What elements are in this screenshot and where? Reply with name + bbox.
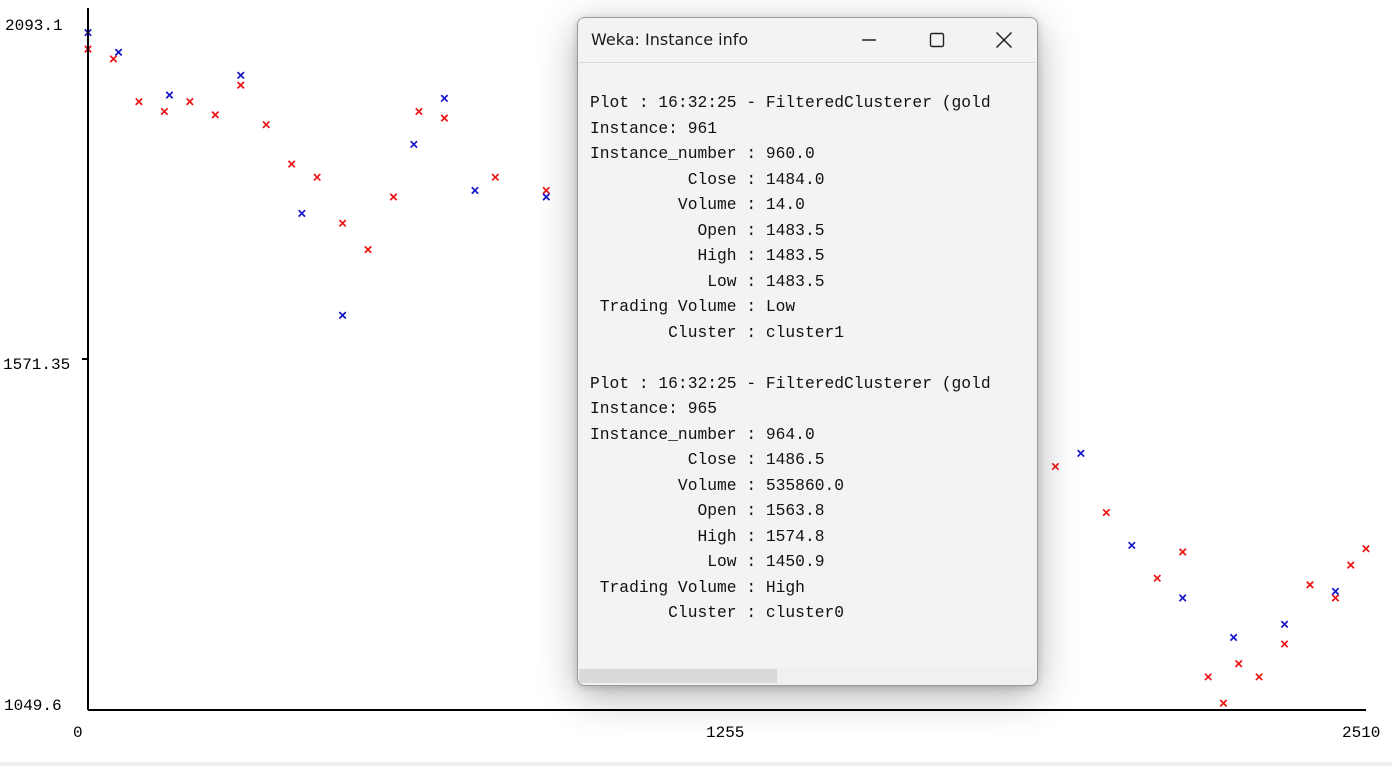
scatter-point-s0-5[interactable]	[211, 110, 220, 119]
scatter-point-s0-8[interactable]	[287, 160, 296, 168]
scatter-point-s0-33[interactable]	[1234, 659, 1243, 668]
scatter-point-s0-10[interactable]	[338, 219, 347, 228]
scatter-point-s0-37[interactable]	[1331, 594, 1340, 602]
dialog-titlebar[interactable]: Weka: Instance info	[578, 18, 1037, 62]
scatter-point-s0-11[interactable]	[364, 245, 372, 254]
scatter-point-s0-38[interactable]	[1346, 561, 1355, 569]
scatter-point-s0-9[interactable]	[313, 173, 321, 182]
instance-info-text-area[interactable]: Plot : 16:32:25 - FilteredClusterer (gol…	[579, 62, 1035, 669]
close-button[interactable]	[971, 18, 1037, 62]
close-icon	[995, 31, 1013, 49]
info-line: Low : 1450.9	[590, 552, 825, 571]
info-line: Volume : 535860.0	[590, 475, 845, 495]
scatter-point-s1-5[interactable]	[338, 311, 347, 320]
info-line: Instance: 965	[590, 399, 718, 418]
scatter-point-s0-32[interactable]	[1219, 699, 1228, 707]
scatter-point-s0-16[interactable]	[542, 186, 551, 195]
info-line: Plot : 16:32:25 - FilteredClusterer (gol…	[590, 373, 991, 393]
info-line: High : 1483.5	[590, 246, 825, 265]
instance-info-text: Plot : 16:32:25 - FilteredClusterer (gol…	[579, 63, 1035, 626]
scatter-point-s1-8[interactable]	[471, 186, 479, 195]
info-line: Low : 1483.5	[590, 271, 825, 291]
maximize-button[interactable]	[904, 18, 970, 62]
scatter-point-s0-2[interactable]	[135, 97, 143, 106]
horizontal-scrollbar-thumb[interactable]	[579, 669, 777, 683]
scatter-point-s1-3[interactable]	[236, 71, 245, 80]
scatter-point-s1-1[interactable]	[114, 48, 123, 57]
info-line: Close : 1484.0	[590, 169, 825, 189]
scatter-point-s0-6[interactable]	[236, 81, 245, 90]
instance-info-dialog[interactable]: Weka: Instance info Plot : 16:32:25 - Fi…	[577, 17, 1038, 686]
scatter-point-s1-6[interactable]	[410, 140, 418, 149]
scatter-point-s1-22[interactable]	[1178, 594, 1187, 602]
scatter-point-s1-20[interactable]	[1077, 449, 1085, 458]
scatter-point-s0-39[interactable]	[1362, 544, 1370, 553]
scatter-point-s0-27[interactable]	[1051, 462, 1060, 471]
scatter-point-s0-12[interactable]	[389, 193, 398, 201]
scatter-point-s1-9[interactable]	[542, 193, 551, 201]
info-line: Instance_number : 964.0	[590, 424, 815, 444]
scatter-point-s1-24[interactable]	[1280, 620, 1289, 629]
info-line: Volume : 14.0	[590, 195, 805, 214]
x-tick-label-end: 2510	[1342, 724, 1380, 742]
info-line: Instance: 961	[590, 118, 718, 138]
scatter-point-s0-30[interactable]	[1178, 548, 1187, 556]
scatter-point-s1-23[interactable]	[1229, 633, 1238, 642]
bottom-strip	[0, 762, 1392, 766]
scatter-point-s0-13[interactable]	[415, 107, 423, 116]
info-line: Close : 1486.5	[590, 450, 825, 469]
y-tick-label-mid: 1571.35	[3, 356, 70, 374]
scatter-point-s0-31[interactable]	[1204, 673, 1212, 681]
scatter-point-s0-36[interactable]	[1306, 581, 1314, 589]
scatter-point-s0-29[interactable]	[1153, 574, 1162, 583]
scatter-point-s0-15[interactable]	[491, 173, 500, 182]
info-line: Trading Volume : High	[590, 577, 805, 597]
info-line: Instance_number : 960.0	[590, 144, 815, 163]
scatter-point-s1-25[interactable]	[1331, 587, 1340, 596]
scatter-point-s0-28[interactable]	[1102, 508, 1111, 517]
maximize-icon	[929, 32, 945, 48]
dialog-title: Weka: Instance info	[591, 30, 749, 49]
scatter-point-s0-35[interactable]	[1280, 640, 1289, 648]
x-tick-label-start: 0	[73, 724, 83, 742]
horizontal-scrollbar[interactable]	[579, 668, 1035, 684]
scatter-point-s1-2[interactable]	[165, 91, 174, 99]
scatter-point-s0-14[interactable]	[440, 114, 449, 122]
scatter-point-s1-4[interactable]	[298, 209, 306, 218]
scatter-point-s0-7[interactable]	[262, 120, 271, 129]
info-line: Plot : 16:32:25 - FilteredClusterer (gol…	[590, 93, 991, 112]
info-line: Trading Volume : Low	[590, 297, 796, 316]
info-line: Cluster : cluster0	[590, 603, 845, 622]
minimize-icon	[862, 39, 876, 41]
y-tick-label-top: 2093.1	[5, 17, 63, 35]
scatter-point-s0-3[interactable]	[160, 107, 169, 116]
scatter-point-s0-4[interactable]	[186, 97, 194, 106]
info-line: High : 1574.8	[590, 526, 825, 546]
x-tick-label-mid: 1255	[706, 724, 744, 742]
minimize-button[interactable]	[836, 18, 902, 62]
y-tick-label-bottom: 1049.6	[4, 697, 62, 715]
info-line: Open : 1483.5	[590, 220, 825, 240]
scatter-point-s1-7[interactable]	[440, 94, 449, 103]
scatter-point-s0-34[interactable]	[1255, 673, 1263, 681]
info-line: Cluster : cluster1	[590, 322, 845, 342]
scatter-point-s0-1[interactable]	[109, 55, 118, 63]
scatter-point-s1-21[interactable]	[1127, 541, 1136, 550]
info-line: Open : 1563.8	[590, 501, 825, 520]
